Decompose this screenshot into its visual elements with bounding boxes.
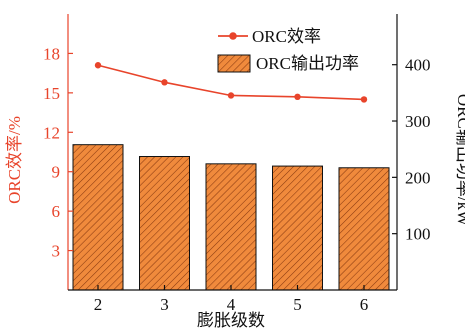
left-tick-label: 12 (43, 123, 60, 142)
bar-power-6 (338, 167, 390, 291)
right-axis-title: ORC输出功率/kW (454, 94, 465, 227)
left-axis-title: ORC效率/% (5, 116, 24, 204)
legend-label-efficiency: ORC效率 (252, 27, 321, 46)
point-efficiency-2 (94, 62, 102, 69)
line-layer (94, 62, 368, 103)
point-efficiency-6 (360, 96, 368, 103)
x-tick-label: 4 (227, 295, 236, 314)
bar-power-3 (139, 156, 190, 291)
x-tick-label: 5 (293, 295, 302, 314)
left-tick-label: 18 (43, 44, 60, 63)
right-tick-label: 300 (405, 112, 431, 131)
x-tick-label: 6 (360, 295, 369, 314)
legend: ORC效率 ORC输出功率 (217, 27, 359, 73)
axes-layer: 3 6 9 12 15 18 100 200 300 400 2 3 4 5 6 (43, 14, 431, 314)
x-tick-label: 2 (94, 295, 103, 314)
point-efficiency-4 (227, 92, 235, 99)
x-axis-title: 膨胀级数 (197, 311, 265, 330)
right-tick-label: 100 (405, 225, 431, 244)
legend-line-marker (229, 32, 237, 40)
bar-power-2 (72, 144, 124, 291)
left-tick-label: 9 (52, 163, 61, 182)
x-tick-label: 3 (160, 295, 169, 314)
right-tick-label: 200 (405, 168, 431, 187)
left-tick-label: 6 (52, 202, 61, 221)
bar-power-5 (272, 165, 323, 291)
right-tick-label: 400 (405, 56, 431, 75)
left-tick-label: 15 (43, 84, 60, 103)
legend-bar-swatch (217, 54, 251, 73)
bar-power-4 (205, 163, 257, 291)
point-efficiency-3 (161, 79, 168, 86)
point-efficiency-5 (294, 93, 301, 101)
legend-label-power: ORC输出功率 (256, 54, 359, 73)
left-tick-label: 3 (52, 242, 61, 261)
bars-layer (72, 144, 390, 291)
